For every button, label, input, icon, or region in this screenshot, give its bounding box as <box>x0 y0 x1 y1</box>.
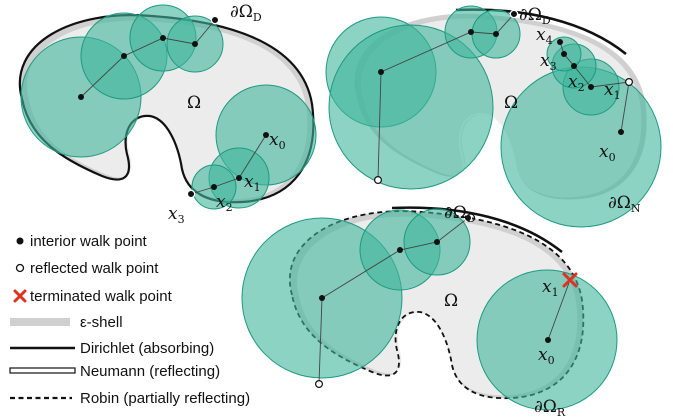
legend-label: ε-shell <box>80 314 123 331</box>
boundary-walk-point <box>509 9 519 19</box>
panel-neumann-walk-label: x3 <box>540 51 557 73</box>
panel-robin-points <box>314 213 551 389</box>
interior-walk-point <box>397 247 403 253</box>
panel-neumann: Ω ∂ΩD ∂ΩN x0 x1 x2 x3 x4 <box>325 5 662 228</box>
walk-disk <box>328 24 494 190</box>
panel-robin-boundary-label-r: ∂ΩR <box>534 397 566 418</box>
interior-walk-point <box>78 94 84 100</box>
reflected-walk-point <box>373 176 382 185</box>
boundary-walk-point <box>186 189 196 199</box>
terminated-walk-point <box>562 272 578 288</box>
panel-neumann-boundary-label-n: ∂ΩN <box>608 193 641 215</box>
panel-dirichlet-walk-label: x0 <box>269 130 286 152</box>
interior-walk-point <box>493 31 499 37</box>
panel-neumann-walk-label: x4 <box>536 25 553 47</box>
interior-walk-point <box>121 53 127 59</box>
interior-walk-point <box>434 239 440 245</box>
interior-walk-point <box>571 63 577 69</box>
panel-neumann-walk-label: x2 <box>568 72 585 94</box>
interior-walk-point <box>588 84 594 90</box>
panel-dirichlet-walk-label: x2 <box>216 192 233 214</box>
panel-robin-boundary-label-d: ∂ΩD <box>444 203 476 225</box>
interior-walk-point <box>192 41 198 47</box>
panel-neumann-walk-label: x1 <box>604 80 621 102</box>
panel-robin: Ω ∂ΩD ∂ΩR x0 x1 <box>241 203 618 418</box>
interior-walk-point <box>545 337 551 343</box>
panel-robin-omega-label: Ω <box>444 291 458 311</box>
legend: interior walk point reflected walk point… <box>9 233 250 407</box>
interior-walk-point <box>236 175 242 181</box>
legend-label: terminated walk point <box>30 288 173 305</box>
legend-label: reflected walk point <box>30 260 159 277</box>
reflected-walk-point <box>314 380 323 389</box>
panel-robin-walk-label: x1 <box>542 277 559 299</box>
interior-walk-point <box>618 129 624 135</box>
panel-robin-boundary-dirichlet <box>391 206 563 254</box>
boundary-walk-point <box>210 15 220 25</box>
hollow-dot-icon <box>15 263 25 273</box>
panel-dirichlet-boundary-label-d: ∂ΩD <box>230 2 262 24</box>
interior-walk-point <box>319 295 325 301</box>
legend-label: Neumann (reflecting) <box>80 363 220 380</box>
panel-neumann-boundary-label-d: ∂ΩD <box>519 5 551 27</box>
reflected-walk-point <box>625 77 634 86</box>
interior-walk-point <box>557 39 563 45</box>
red-cross-icon <box>13 289 27 303</box>
panel-dirichlet-walk-label: x1 <box>244 172 261 194</box>
interior-walk-point <box>263 132 269 138</box>
legend-label: interior walk point <box>30 233 148 250</box>
double-line-icon <box>9 367 76 374</box>
panel-dirichlet: Ω ∂ΩD x0 x1 x2 x3 <box>18 2 317 226</box>
panel-neumann-walk-label: x0 <box>599 142 616 164</box>
legend-label: Robin (partially reflecting) <box>80 390 250 407</box>
panel-neumann-points <box>373 9 634 185</box>
boundary-walk-point <box>463 213 473 223</box>
legend-item: Neumann (reflecting) <box>9 363 220 380</box>
panel-neumann-omega-label: Ω <box>504 93 518 113</box>
interior-walk-point <box>160 35 166 41</box>
legend-item: ε-shell <box>10 314 123 331</box>
panel-neumann-disks <box>325 5 662 228</box>
filled-dot-icon <box>16 237 24 245</box>
panel-dirichlet-disks <box>20 4 317 210</box>
legend-item: Robin (partially reflecting) <box>10 390 250 407</box>
gray-band-icon <box>10 318 70 326</box>
legend-item: terminated walk point <box>13 288 173 305</box>
interior-walk-point <box>378 69 384 75</box>
legend-item: Dirichlet (absorbing) <box>10 340 214 357</box>
interior-walk-point <box>211 184 217 190</box>
panel-dirichlet-points <box>78 15 269 199</box>
legend-item: reflected walk point <box>15 260 159 277</box>
legend-label: Dirichlet (absorbing) <box>80 340 214 357</box>
panel-dirichlet-walk-label: x3 <box>168 204 185 226</box>
interior-walk-point <box>561 51 567 57</box>
panel-dirichlet-omega-label: Ω <box>187 93 201 113</box>
panel-robin-walk-label: x0 <box>538 345 555 367</box>
interior-walk-point <box>468 29 474 35</box>
legend-item: interior walk point <box>16 233 148 250</box>
